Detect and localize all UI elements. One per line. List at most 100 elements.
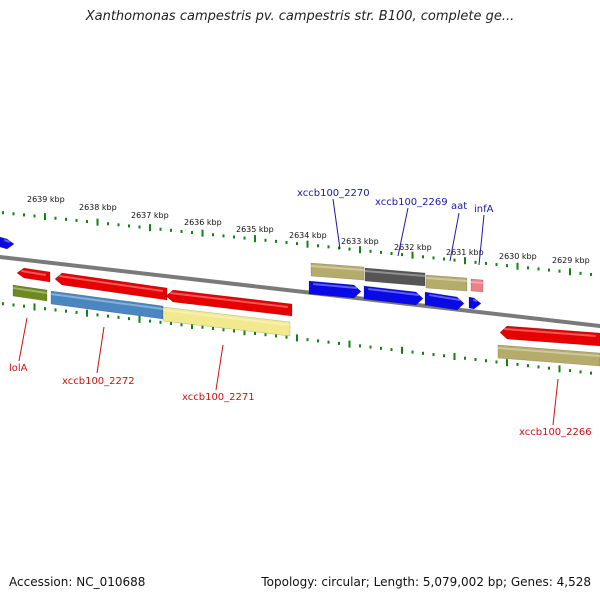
minor-tick	[285, 240, 288, 244]
minor-tick	[443, 257, 445, 261]
gene-label-top[interactable]: xccb100_2269	[375, 197, 448, 208]
minor-tick	[23, 304, 25, 308]
major-tick	[254, 235, 256, 243]
minor-tick	[453, 258, 456, 262]
minor-tick	[369, 345, 372, 349]
minor-tick	[369, 249, 372, 253]
minor-tick	[537, 365, 540, 369]
gene-arrow[interactable]	[308, 280, 362, 299]
gene-block[interactable]	[310, 262, 365, 281]
minor-tick	[128, 317, 130, 321]
minor-tick	[233, 235, 235, 239]
major-tick	[138, 315, 141, 323]
minor-tick	[23, 213, 25, 217]
minor-tick	[264, 238, 267, 242]
major-tick	[44, 213, 46, 221]
gene-label-bottom[interactable]: xccb100_2271	[182, 392, 255, 403]
minor-tick	[149, 319, 151, 323]
gene-label-top[interactable]: aat	[451, 201, 467, 212]
minor-tick	[485, 359, 487, 363]
major-tick	[453, 353, 456, 361]
gene-block[interactable]	[12, 284, 48, 302]
minor-tick	[464, 356, 466, 360]
minor-tick	[432, 353, 435, 357]
minor-tick	[569, 369, 571, 373]
gene-arrow[interactable]	[0, 236, 15, 250]
minor-tick	[474, 260, 477, 264]
gene-arrow[interactable]	[16, 267, 51, 283]
leader-line	[18, 317, 28, 362]
major-tick	[33, 303, 36, 311]
major-tick	[359, 246, 361, 254]
gene-block[interactable]	[470, 278, 484, 293]
minor-tick	[474, 357, 477, 361]
minor-tick	[243, 236, 246, 240]
minor-tick	[159, 320, 162, 324]
gene-label-bottom[interactable]: xccb100_2272	[62, 376, 135, 387]
tick-label: 2635 kbp	[236, 225, 274, 234]
gene-label-top[interactable]: infA	[474, 204, 494, 215]
tick-labels: 2639 kbp 2638 kbp 2637 kbp 2636 kbp 2635 kbp…	[27, 195, 590, 265]
minor-tick	[275, 334, 277, 338]
minor-tick	[296, 242, 298, 246]
gene-block[interactable]	[364, 267, 426, 287]
gene-arrow[interactable]	[499, 325, 600, 347]
gene-arrow[interactable]	[54, 272, 168, 301]
gene-arrow[interactable]	[165, 289, 293, 317]
minor-tick	[411, 350, 414, 354]
minor-tick	[579, 271, 582, 275]
tick-label: 2637 kbp	[131, 211, 169, 220]
minor-tick	[527, 266, 529, 270]
minor-tick	[212, 327, 214, 331]
major-tick	[149, 224, 151, 232]
tick-label: 2636 kbp	[184, 218, 222, 227]
gene-label-bottom[interactable]: xccb100_2266	[519, 427, 592, 438]
minor-tick	[558, 269, 561, 273]
major-tick	[201, 229, 204, 237]
tick-track-top	[2, 211, 592, 276]
minor-tick	[138, 225, 141, 229]
minor-tick	[128, 224, 130, 228]
minor-tick	[12, 212, 15, 216]
minor-tick	[75, 218, 78, 222]
tick-track-bottom	[2, 302, 592, 375]
gene-label-top[interactable]: xccb100_2270	[297, 188, 370, 199]
gene-block[interactable]	[425, 274, 468, 292]
minor-tick	[107, 314, 109, 318]
minor-tick	[548, 268, 550, 272]
gene-arrow[interactable]	[424, 291, 465, 311]
major-tick	[506, 359, 508, 367]
minor-tick	[191, 231, 193, 235]
minor-tick	[12, 303, 15, 307]
minor-tick	[338, 246, 340, 250]
minor-tick	[548, 366, 550, 370]
minor-tick	[96, 313, 99, 317]
minor-tick	[212, 233, 214, 237]
tick-label: 2633 kbp	[341, 237, 379, 246]
tick-label: 2629 kbp	[552, 256, 590, 265]
major-tick	[516, 262, 519, 270]
minor-tick	[233, 329, 235, 333]
minor-tick	[380, 250, 382, 254]
major-tick	[243, 328, 246, 336]
gene-arrow[interactable]	[468, 296, 482, 310]
minor-tick	[485, 261, 487, 265]
minor-tick	[180, 323, 183, 327]
minor-tick	[590, 272, 592, 276]
map-title: Xanthomonas campestris pv. campestris st…	[85, 9, 515, 24]
minor-tick	[422, 351, 424, 355]
gene-labels: xccb100_2270 xccb100_2269 aat infA lolA xccb1…	[9, 188, 592, 438]
gene-arrow[interactable]	[363, 285, 424, 306]
minor-tick	[317, 339, 319, 343]
minor-tick	[65, 309, 67, 313]
gene-block[interactable]	[162, 306, 291, 337]
minor-tick	[2, 211, 4, 215]
minor-tick	[506, 264, 508, 268]
gene-label-bottom[interactable]: lolA	[9, 363, 28, 374]
major-tick	[296, 334, 298, 342]
minor-tick	[65, 217, 67, 221]
major-tick	[558, 365, 561, 373]
leader-line	[449, 212, 460, 262]
gene-block[interactable]	[497, 344, 600, 367]
leader-line	[96, 326, 105, 374]
